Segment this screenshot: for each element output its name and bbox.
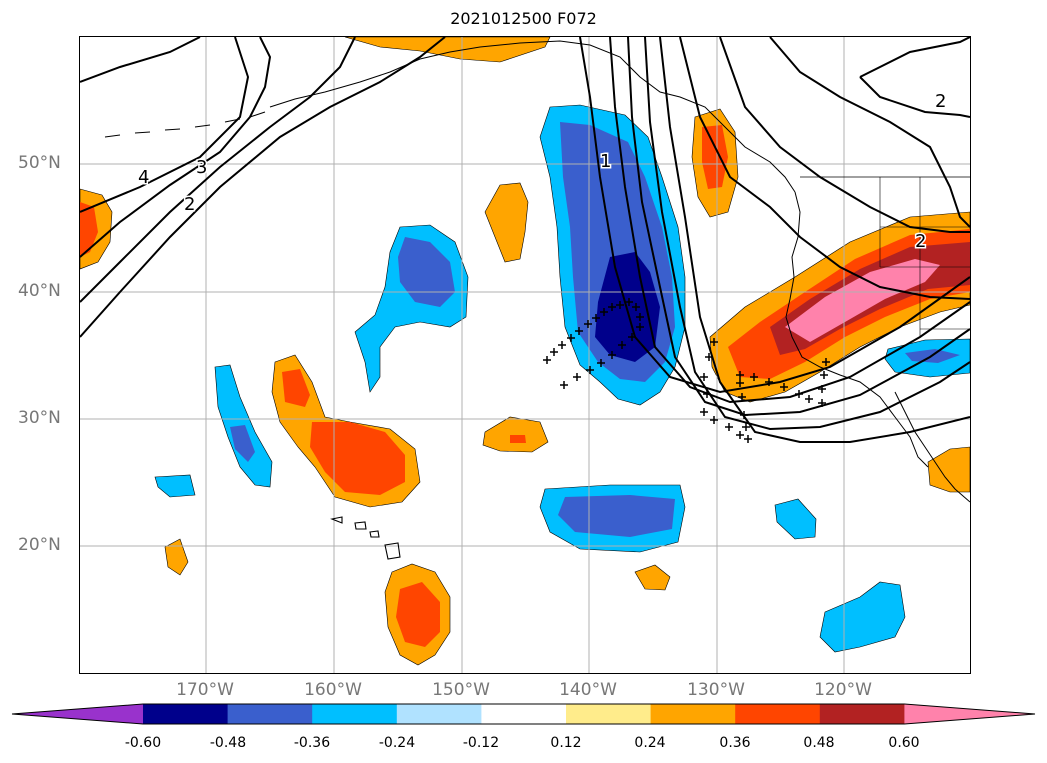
colorbar-extend-low xyxy=(12,704,143,724)
lat-label: 20°N xyxy=(18,535,61,555)
lat-label: 30°N xyxy=(18,408,61,428)
colorbar-tick-label: -0.36 xyxy=(293,735,331,751)
map-canvas: 4 3 2 1 2 2 xyxy=(80,37,970,673)
coastlines xyxy=(104,40,970,560)
negative-anomaly-small-south xyxy=(774,498,817,540)
colorbar-tick-label: 0.48 xyxy=(803,735,835,751)
lon-label: 150°W xyxy=(432,680,490,700)
colorbar-segment xyxy=(312,704,398,724)
positive-anomaly-mexico xyxy=(927,446,970,493)
shading-layer xyxy=(80,37,970,666)
contour-label: 3 xyxy=(196,157,207,178)
map-panel[interactable]: 4 3 2 1 2 2 xyxy=(79,36,971,674)
marker-cross-east xyxy=(700,338,830,443)
contour-east-ridge-2 xyxy=(719,37,970,233)
colorbar-segment xyxy=(481,704,567,724)
colorbar-segment xyxy=(735,704,821,724)
colorbar-segment xyxy=(819,704,905,724)
positive-anomaly-bc-core xyxy=(702,125,728,189)
contour-trough-3 xyxy=(627,37,970,417)
contour-layer xyxy=(80,37,970,443)
contour-label: 1 xyxy=(600,151,611,172)
marker-layer xyxy=(543,298,830,443)
contour-west-1 xyxy=(80,37,446,338)
positive-anomaly-145w xyxy=(484,182,529,263)
colorbar-outline xyxy=(11,703,1036,725)
contour-trough-1 xyxy=(579,37,970,394)
lat-label: 50°N xyxy=(18,153,61,173)
aleutian-islands xyxy=(104,111,266,138)
lon-label: 120°W xyxy=(814,680,872,700)
negative-anomaly-southeast xyxy=(819,581,906,653)
gridlines xyxy=(80,37,970,673)
positive-anomaly-small-south xyxy=(634,564,671,591)
positive-anomaly-ridge-core xyxy=(785,259,940,342)
lon-label: 130°W xyxy=(687,680,745,700)
positive-anomaly-west-edge-core xyxy=(80,202,98,257)
contour-label: 2 xyxy=(935,91,946,112)
negative-anomaly-west-core xyxy=(230,425,255,462)
negative-anomaly-trough-core xyxy=(595,252,660,362)
hawaii-islands xyxy=(330,516,401,560)
colorbar-segment xyxy=(143,704,229,724)
contour-west-2 xyxy=(80,37,356,303)
contour-northeast xyxy=(769,37,970,228)
contour-northwest xyxy=(80,37,201,83)
colorbar-tick-label: 0.36 xyxy=(719,735,751,751)
alaska-coast xyxy=(269,40,796,193)
pacific-northwest-coast xyxy=(785,191,929,468)
positive-anomaly-small-east xyxy=(482,416,549,453)
positive-anomaly-hawaii-north-west xyxy=(282,369,310,407)
contour-label: 2 xyxy=(915,231,926,252)
positive-anomaly-small-east-core xyxy=(510,435,526,443)
contour-trough-5 xyxy=(659,37,970,443)
colorbar-tick-label: 0.24 xyxy=(634,735,666,751)
contour-east-ridge-1 xyxy=(679,37,970,300)
contour-trough-4 xyxy=(644,37,970,431)
lat-label: 40°N xyxy=(18,281,61,301)
colorbar-tick-label: -0.12 xyxy=(462,735,500,751)
negative-anomaly-small-west xyxy=(154,474,196,498)
marker-cross-west xyxy=(543,298,644,389)
contour-west-3 xyxy=(80,37,272,258)
colorbar-tick-label: 0.12 xyxy=(550,735,582,751)
colorbar-segment xyxy=(650,704,736,724)
contour-west-4 xyxy=(80,37,250,213)
positive-anomaly-hawaii-south-core xyxy=(396,582,440,647)
contour-label: 2 xyxy=(184,194,195,215)
baja-coast xyxy=(894,391,970,503)
lon-label: 140°W xyxy=(559,680,617,700)
state-borders xyxy=(879,177,970,337)
lon-label: 160°W xyxy=(304,680,362,700)
contour-trough-2 xyxy=(609,37,970,404)
negative-anomaly-subtropical-core xyxy=(558,495,675,537)
colorbar-extend-high xyxy=(904,704,1035,724)
colorbar-tick-label: -0.60 xyxy=(124,735,162,751)
colorbar-tick-label: -0.48 xyxy=(209,735,247,751)
colorbar-segment xyxy=(566,704,652,724)
colorbar-tick-label: 0.60 xyxy=(888,735,920,751)
contour-northeast-loop xyxy=(859,37,970,118)
contour-label: 4 xyxy=(138,167,149,188)
colorbar-segment xyxy=(396,704,482,724)
contour-label-layer: 4 3 2 1 2 2 xyxy=(137,90,948,254)
negative-anomaly-central-core xyxy=(398,237,455,307)
lon-label: 170°W xyxy=(176,680,234,700)
map-title: 2021012500 F072 xyxy=(450,9,597,28)
colorbar-segment xyxy=(227,704,313,724)
positive-anomaly-small-south-west xyxy=(164,538,189,576)
positive-anomaly-north xyxy=(344,37,551,63)
colorbar-tick-label: -0.24 xyxy=(378,735,416,751)
